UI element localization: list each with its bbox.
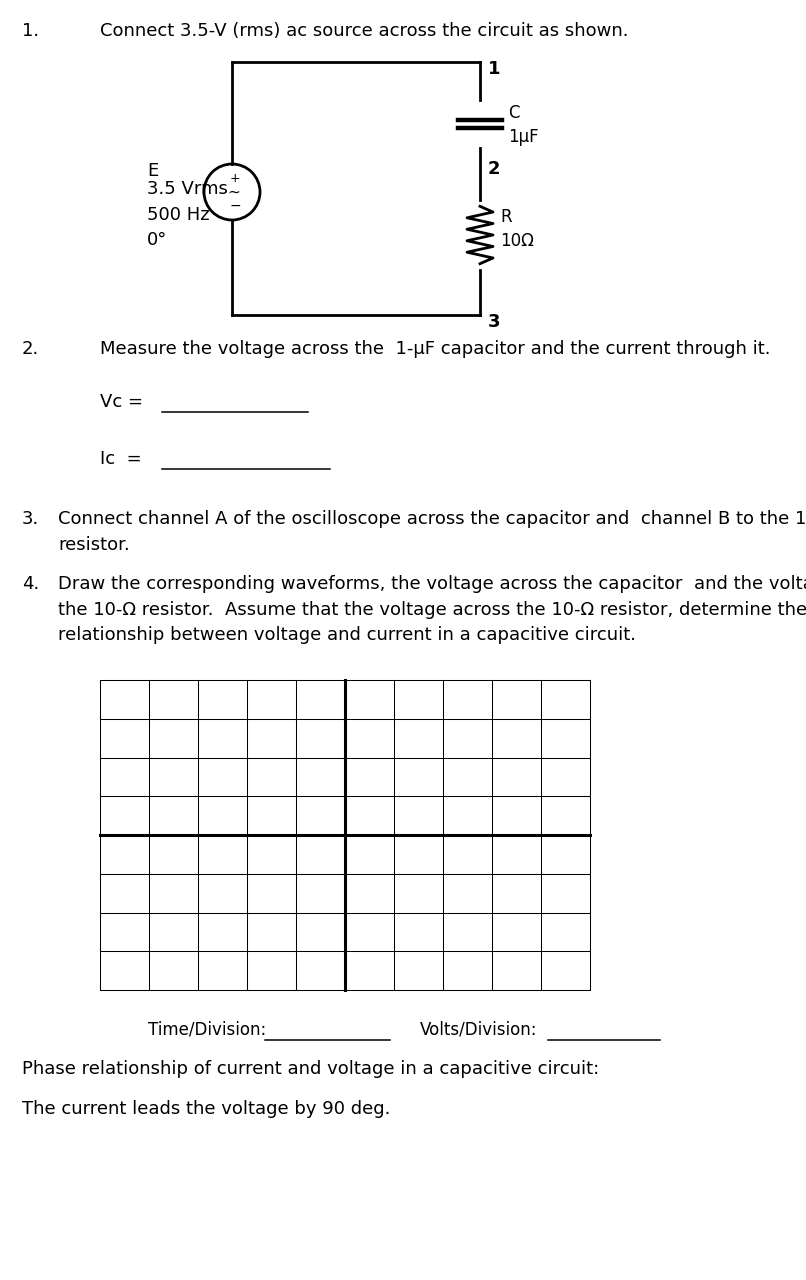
Text: R
10Ω: R 10Ω (500, 207, 534, 251)
Text: 2.: 2. (22, 340, 39, 358)
Text: The current leads the voltage by 90 deg.: The current leads the voltage by 90 deg. (22, 1100, 390, 1117)
Text: −: − (229, 198, 241, 212)
Text: Phase relationship of current and voltage in a capacitive circuit:: Phase relationship of current and voltag… (22, 1060, 599, 1078)
Text: 4.: 4. (22, 575, 39, 593)
Text: Ic  =: Ic = (100, 451, 142, 468)
Text: 1: 1 (488, 60, 501, 78)
Text: Measure the voltage across the  1-μF capacitor and the current through it.: Measure the voltage across the 1-μF capa… (100, 340, 771, 358)
Text: Draw the corresponding waveforms, the voltage across the capacitor  and the volt: Draw the corresponding waveforms, the vo… (58, 575, 806, 644)
Text: 3.: 3. (22, 509, 39, 527)
Text: 2: 2 (488, 160, 501, 178)
Text: 3.5 Vrms
500 Hz
0°: 3.5 Vrms 500 Hz 0° (147, 180, 228, 250)
Text: Connect 3.5-V (rms) ac source across the circuit as shown.: Connect 3.5-V (rms) ac source across the… (100, 22, 629, 40)
Text: 1.: 1. (22, 22, 39, 40)
Text: ~: ~ (227, 184, 240, 200)
Text: E: E (147, 163, 158, 180)
Text: Volts/Division:: Volts/Division: (420, 1020, 538, 1038)
Text: Time/Division:: Time/Division: (148, 1020, 266, 1038)
Text: Connect channel A of the oscilloscope across the capacitor and  channel B to the: Connect channel A of the oscilloscope ac… (58, 509, 806, 554)
Text: Vc =: Vc = (100, 393, 143, 411)
Text: C
1μF: C 1μF (508, 104, 538, 146)
Text: 3: 3 (488, 314, 501, 332)
Text: +: + (230, 173, 240, 186)
